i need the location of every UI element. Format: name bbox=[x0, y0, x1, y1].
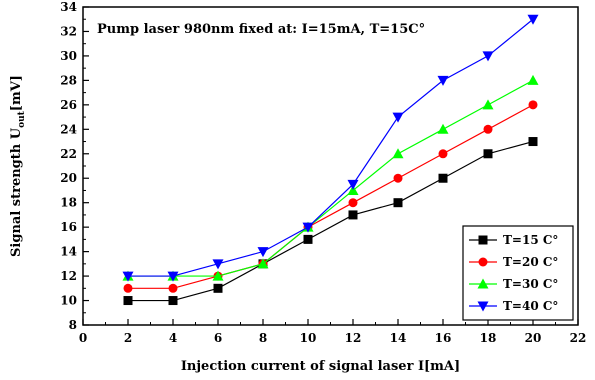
y-tick-label: 34 bbox=[60, 0, 77, 14]
x-tick-label: 16 bbox=[435, 331, 452, 345]
x-tick-label: 20 bbox=[525, 331, 542, 345]
legend-label: T=40 C° bbox=[503, 299, 558, 313]
legend-item: T=30 C° bbox=[469, 277, 558, 291]
chart-annotation: Pump laser 980nm fixed at: I=15mA, T=15C… bbox=[97, 22, 425, 37]
y-tick-label: 28 bbox=[60, 73, 77, 87]
series-line bbox=[128, 104, 534, 289]
data-point bbox=[303, 234, 313, 244]
y-axis: 8 10 12 14 16 18 20 22 24 26 28 30 32 34 bbox=[60, 0, 89, 332]
x-tick-label: 10 bbox=[300, 331, 317, 345]
legend-label: T=20 C° bbox=[503, 255, 558, 269]
data-point bbox=[348, 210, 358, 220]
legend-item: T=40 C° bbox=[469, 299, 558, 313]
x-tick-label: 2 bbox=[124, 331, 132, 345]
data-point bbox=[392, 148, 404, 159]
data-point bbox=[168, 296, 178, 306]
x-axis-label: Injection current of signal laser I[mA] bbox=[181, 359, 460, 374]
data-point bbox=[438, 149, 448, 159]
data-point bbox=[302, 222, 314, 233]
x-tick-label: 8 bbox=[259, 331, 267, 345]
x-tick-label: 6 bbox=[214, 331, 222, 345]
data-point bbox=[123, 296, 133, 306]
y-tick-label: 10 bbox=[60, 294, 77, 308]
data-point bbox=[527, 74, 539, 85]
legend-item: T=15 C° bbox=[469, 233, 558, 247]
series-4 bbox=[122, 14, 539, 282]
data-point bbox=[348, 198, 358, 208]
data-point bbox=[257, 258, 269, 269]
data-point bbox=[168, 283, 178, 293]
data-point bbox=[392, 112, 404, 123]
legend-marker bbox=[477, 278, 489, 289]
data-point bbox=[347, 184, 359, 195]
series-layer bbox=[122, 14, 539, 306]
data-point bbox=[123, 283, 133, 293]
data-point bbox=[482, 99, 494, 110]
legend-label: T=15 C° bbox=[503, 233, 558, 247]
legend: T=15 C° T=20 C° T=30 C° T=40 C° bbox=[462, 225, 574, 321]
data-point bbox=[213, 283, 223, 293]
data-point bbox=[438, 173, 448, 183]
data-point bbox=[257, 247, 269, 258]
data-point bbox=[527, 14, 539, 25]
y-tick-label: 26 bbox=[60, 98, 77, 112]
data-point bbox=[528, 137, 538, 147]
legend-label: T=30 C° bbox=[503, 277, 558, 291]
data-point bbox=[393, 198, 403, 208]
data-point bbox=[437, 123, 449, 134]
series-line bbox=[128, 140, 534, 302]
data-point bbox=[167, 271, 179, 282]
data-point bbox=[528, 100, 538, 110]
x-tick-label: 12 bbox=[345, 331, 362, 345]
x-tick-label: 22 bbox=[570, 331, 587, 345]
legend-marker bbox=[478, 235, 488, 245]
data-point bbox=[212, 259, 224, 270]
x-tick-label: 18 bbox=[480, 331, 497, 345]
legend-marker bbox=[477, 301, 489, 312]
data-point bbox=[437, 75, 449, 86]
legend-marker bbox=[478, 257, 488, 267]
y-axis-label-subscript: out bbox=[17, 110, 27, 128]
data-point bbox=[483, 124, 493, 134]
x-tick-label: 0 bbox=[79, 331, 87, 345]
y-tick-label: 8 bbox=[69, 318, 77, 332]
y-tick-label: 32 bbox=[60, 24, 77, 38]
x-axis: 0 2 4 6 8 10 12 14 16 18 20 22 bbox=[79, 319, 587, 345]
y-tick-label: 20 bbox=[60, 171, 77, 185]
data-point bbox=[122, 271, 134, 282]
data-point bbox=[393, 173, 403, 183]
data-point bbox=[212, 270, 224, 281]
legend-item: T=20 C° bbox=[469, 255, 558, 269]
y-tick-label: 12 bbox=[60, 269, 77, 283]
y-axis-label-unit: [mV] bbox=[9, 75, 24, 111]
data-point bbox=[482, 51, 494, 62]
y-tick-label: 30 bbox=[60, 49, 77, 63]
y-axis-label-main: Signal strength U bbox=[9, 127, 24, 257]
x-tick-label: 4 bbox=[169, 331, 177, 345]
y-tick-label: 18 bbox=[60, 196, 77, 210]
x-tick-label: 14 bbox=[390, 331, 407, 345]
y-tick-label: 14 bbox=[60, 245, 77, 259]
data-point bbox=[483, 149, 493, 159]
data-point bbox=[347, 179, 359, 190]
y-tick-label: 24 bbox=[60, 122, 77, 136]
series-line bbox=[128, 79, 534, 277]
y-tick-label: 16 bbox=[60, 220, 77, 234]
y-tick-label: 22 bbox=[60, 147, 77, 161]
series-line bbox=[128, 18, 534, 277]
y-axis-label: Signal strength Uout[mV] bbox=[9, 75, 27, 257]
